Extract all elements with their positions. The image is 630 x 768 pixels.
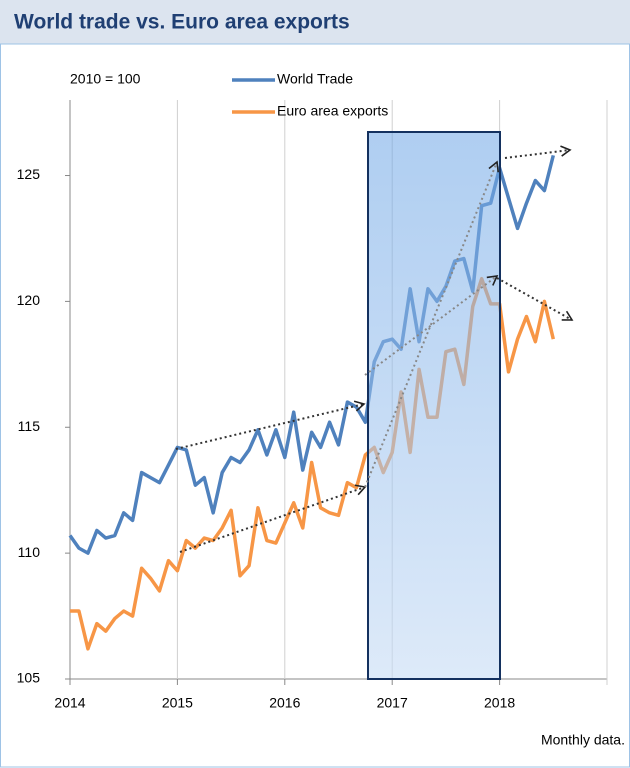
y-tick-label: 105 xyxy=(17,670,41,686)
legend-label: Euro area exports xyxy=(277,103,388,119)
highlight-period xyxy=(367,131,501,680)
x-tick-label: 2018 xyxy=(484,695,515,711)
note: Monthly data. xyxy=(541,732,625,748)
trend-arrow xyxy=(175,400,366,450)
trend-arrow xyxy=(504,145,572,159)
trend-arrows xyxy=(175,145,574,553)
y-tick-label: 120 xyxy=(17,292,41,308)
chart-title: World trade vs. Euro area exports xyxy=(14,11,350,34)
trend-arrow xyxy=(364,160,500,488)
legend-label: World Trade xyxy=(277,71,353,87)
x-tick-label: 2014 xyxy=(54,695,85,711)
y-tick-label: 110 xyxy=(18,544,41,560)
header-bar xyxy=(0,0,630,44)
x-tick-label: 2015 xyxy=(162,695,193,711)
x-tick-label: 2017 xyxy=(377,695,408,711)
unit-label: 2010 = 100 xyxy=(70,71,141,87)
y-tick-label: 115 xyxy=(18,418,41,434)
x-tick-label: 2016 xyxy=(269,695,300,711)
trend-arrow xyxy=(496,277,574,321)
y-tick-label: 125 xyxy=(17,166,41,182)
panel-border xyxy=(0,43,630,768)
